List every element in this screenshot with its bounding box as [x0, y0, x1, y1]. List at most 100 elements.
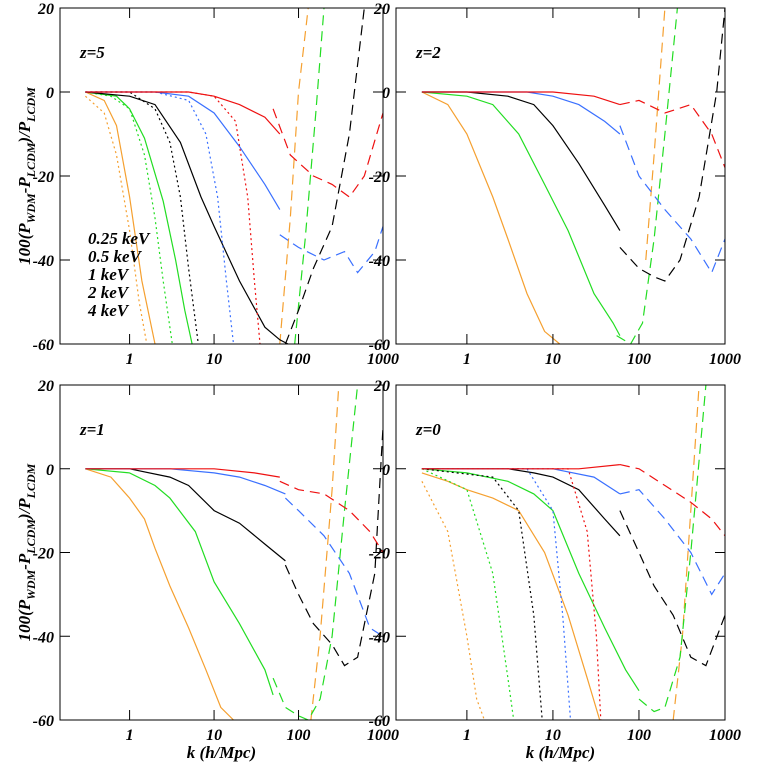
- data-line: [421, 468, 640, 692]
- x-tick-label: 1: [126, 727, 134, 744]
- x-axis-label: k (h/Mpc): [187, 743, 256, 762]
- data-line: [85, 468, 286, 562]
- data-line: [272, 385, 359, 720]
- x-tick-label: 1000: [367, 727, 399, 744]
- panel-label: z=2: [415, 43, 441, 62]
- y-tick-label: -40: [33, 253, 54, 270]
- data-line: [85, 91, 193, 344]
- y-tick-label: -60: [33, 337, 54, 354]
- x-tick-label: 1000: [709, 351, 741, 368]
- data-line: [421, 468, 543, 720]
- y-axis-label-part: LCDM: [24, 142, 38, 178]
- data-line: [279, 8, 309, 344]
- y-tick-label: -20: [369, 169, 390, 186]
- data-line: [279, 226, 383, 274]
- y-axis-label-part: LCDM: [24, 463, 38, 499]
- series-group: [421, 385, 725, 720]
- y-tick-label: -40: [33, 629, 54, 646]
- data-line: [421, 91, 621, 135]
- data-line: [421, 464, 620, 470]
- y-tick-label: 20: [373, 1, 390, 18]
- data-line: [421, 468, 602, 720]
- data-line: [284, 426, 383, 667]
- y-axis-label: 100(PWDM-PLCDM)/PLCDM: [15, 463, 38, 641]
- legend-entry: 1 keV: [88, 265, 130, 284]
- x-tick-label: 100: [627, 351, 651, 368]
- data-line: [85, 91, 289, 344]
- panel-label: z=0: [415, 420, 441, 439]
- y-tick-label: 0: [382, 85, 390, 102]
- data-line: [85, 95, 148, 344]
- x-tick-label: 1: [126, 351, 134, 368]
- data-line: [85, 91, 235, 344]
- data-line: [284, 8, 365, 344]
- data-line: [421, 91, 621, 106]
- y-tick-label: 20: [37, 1, 54, 18]
- y-axis-label-part: 100(P: [15, 223, 34, 265]
- y-tick-label: -60: [33, 713, 54, 730]
- data-line: [85, 468, 274, 696]
- series-group: [421, 8, 725, 344]
- y-axis-label-part: )/P: [15, 121, 34, 144]
- legend-entry: 0.5 keV: [88, 247, 143, 266]
- data-line: [421, 91, 561, 344]
- data-line: [421, 472, 601, 720]
- x-tick-label: 1000: [367, 351, 399, 368]
- x-tick-label: 1000: [709, 727, 741, 744]
- data-line: [421, 481, 485, 720]
- data-line: [619, 510, 725, 667]
- data-line: [619, 125, 725, 274]
- data-line: [619, 8, 725, 282]
- x-tick-label: 1: [463, 351, 471, 368]
- x-axis-label: k (h/Mpc): [526, 743, 595, 762]
- y-tick-label: -20: [33, 169, 54, 186]
- data-line: [279, 480, 383, 553]
- data-line: [619, 99, 725, 168]
- y-tick-label: -40: [369, 629, 390, 646]
- data-line: [619, 489, 725, 596]
- y-axis-label-part: -P: [15, 177, 34, 194]
- legend-entry: 2 keV: [87, 283, 130, 302]
- y-tick-label: -60: [369, 713, 390, 730]
- panel-label: z=5: [79, 43, 105, 62]
- panel: 1 10 100 1000-60-40-20020z=5100(PWDM-PLCDM)…: [15, 1, 399, 368]
- data-line: [85, 468, 234, 720]
- data-line: [421, 468, 515, 720]
- data-line: [616, 8, 678, 344]
- data-line: [645, 8, 666, 261]
- data-line: [421, 91, 621, 231]
- x-tick-label: 10: [545, 351, 561, 368]
- x-tick-label: 10: [206, 351, 222, 368]
- data-line: [85, 91, 173, 344]
- y-tick-label: 20: [373, 378, 390, 395]
- data-line: [421, 468, 621, 495]
- y-tick-label: -20: [369, 546, 390, 563]
- x-tick-label: 100: [627, 727, 651, 744]
- data-line: [421, 91, 621, 336]
- data-line: [619, 464, 725, 537]
- series-group: [85, 385, 383, 720]
- y-tick-label: -60: [369, 337, 390, 354]
- y-axis-label-part: LCDM: [24, 87, 38, 123]
- y-axis-label-part: -P: [15, 553, 34, 570]
- data-line: [85, 91, 199, 344]
- data-line: [85, 91, 156, 344]
- data-line: [272, 108, 383, 198]
- data-line: [85, 468, 280, 478]
- y-tick-label: 0: [46, 85, 54, 102]
- y-tick-label: -40: [369, 253, 390, 270]
- panel-label: z=1: [79, 420, 105, 439]
- x-tick-label: 10: [206, 727, 222, 744]
- plot-frame: [59, 384, 384, 721]
- x-tick-label: 1: [463, 727, 471, 744]
- y-axis-label: 100(PWDM-PLCDM)/PLCDM: [15, 87, 38, 265]
- y-tick-label: 0: [46, 462, 54, 479]
- x-tick-label: 10: [545, 727, 561, 744]
- plot-frame: [395, 7, 726, 345]
- y-tick-label: 20: [37, 378, 54, 395]
- series-group: [85, 8, 383, 344]
- data-line: [421, 468, 621, 537]
- y-axis-label-part: 100(P: [15, 599, 34, 641]
